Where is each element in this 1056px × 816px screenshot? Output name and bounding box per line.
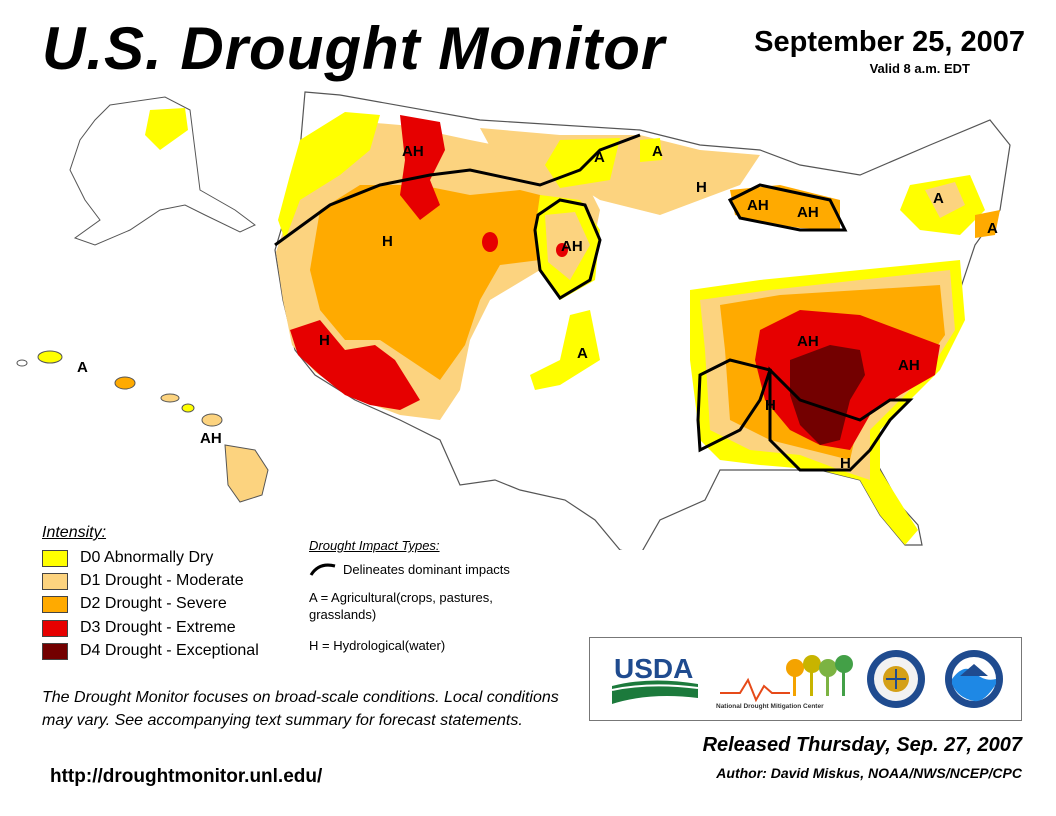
logo-panel: USDA National Drought Mitigation Center: [589, 637, 1022, 721]
website-link[interactable]: http://droughtmonitor.unl.edu/: [50, 766, 323, 787]
map-label-fl-h: H: [840, 455, 851, 472]
map-label-ny-a: A: [933, 190, 944, 207]
map-label-mn-h: H: [696, 179, 707, 196]
map-label-nw-ah: AH: [402, 143, 424, 160]
legend-label: D3 Drought - Extreme: [80, 619, 236, 636]
ndmc-logo: National Drought Mitigation Center: [716, 655, 853, 710]
legend-swatch: [42, 619, 68, 637]
impact-line-icon: [309, 563, 336, 576]
author: Author: David Miskus, NOAA/NWS/NCEP/CPC: [716, 765, 1022, 781]
legend-item-d3: D3 Drought - Extreme: [42, 618, 236, 638]
map-label-wi-ah: AH: [747, 197, 769, 214]
logos-svg: USDA National Drought Mitigation Center: [611, 650, 1003, 710]
map-label-nw-h: H: [382, 233, 393, 250]
impact-agricultural: A = Agricultural(crops, pastures, grassl…: [309, 590, 493, 622]
legend-label: D1 Drought - Moderate: [80, 572, 244, 589]
map-label-se-ah: AH: [797, 333, 819, 350]
map-label-ca-h: H: [319, 332, 330, 349]
map-label-ms-h: H: [765, 397, 776, 414]
legend-label: D0 Abnormally Dry: [80, 549, 214, 566]
map-label-wy-ah: AH: [561, 238, 583, 255]
map-label-ca-se-ah: AH: [898, 357, 920, 374]
valid-time: Valid 8 a.m. EDT: [869, 61, 970, 76]
map-label-mi-ah: AH: [797, 204, 819, 221]
impact-types-title: Drought Impact Types:: [309, 538, 440, 553]
map-label-co-a: A: [577, 345, 588, 362]
legend-item-d0: D0 Abnormally Dry: [42, 548, 213, 568]
legend-swatch: [42, 642, 68, 660]
legend-swatch: [42, 595, 68, 613]
alaska: [69, 96, 256, 246]
hawaii: [16, 350, 269, 503]
legend-title: Intensity:: [42, 524, 107, 541]
map-label-hi-a: A: [77, 359, 88, 376]
map-label-ma-a: A: [987, 220, 998, 237]
drought-map: AH H A A AH H AH AH A A H A AH AH H H A …: [16, 91, 1011, 550]
legend-swatch: [42, 549, 68, 567]
map-label-nd-a: A: [652, 143, 663, 160]
commerce-seal: [867, 650, 925, 708]
map-label-hi-ah: AH: [200, 430, 222, 447]
release-date: Released Thursday, Sep. 27, 2007: [702, 734, 1022, 756]
noaa-logo: [945, 650, 1003, 708]
usda-logo: USDA: [611, 653, 699, 704]
legend-swatch: [42, 572, 68, 590]
page-title: U.S. Drought Monitor: [42, 15, 666, 82]
usda-text: USDA: [614, 653, 693, 684]
ndmc-text: National Drought Mitigation Center: [716, 703, 824, 710]
map-label-mt-a: A: [594, 149, 605, 166]
conus: [274, 91, 1011, 550]
disclaimer-note: The Drought Monitor focuses on broad-sca…: [42, 689, 559, 729]
legend-label: D4 Drought - Exceptional: [80, 642, 259, 659]
map-date: September 25, 2007: [754, 26, 1025, 58]
legend-item-d4: D4 Drought - Exceptional: [42, 641, 259, 661]
impact-hydrological: H = Hydrological(water): [309, 638, 446, 653]
legend-item-d1: D1 Drought - Moderate: [42, 571, 244, 591]
legend-label: D2 Drought - Severe: [80, 595, 227, 612]
legend-item-d2: D2 Drought - Severe: [42, 594, 227, 614]
impact-line-label: Delineates dominant impacts: [343, 562, 510, 577]
